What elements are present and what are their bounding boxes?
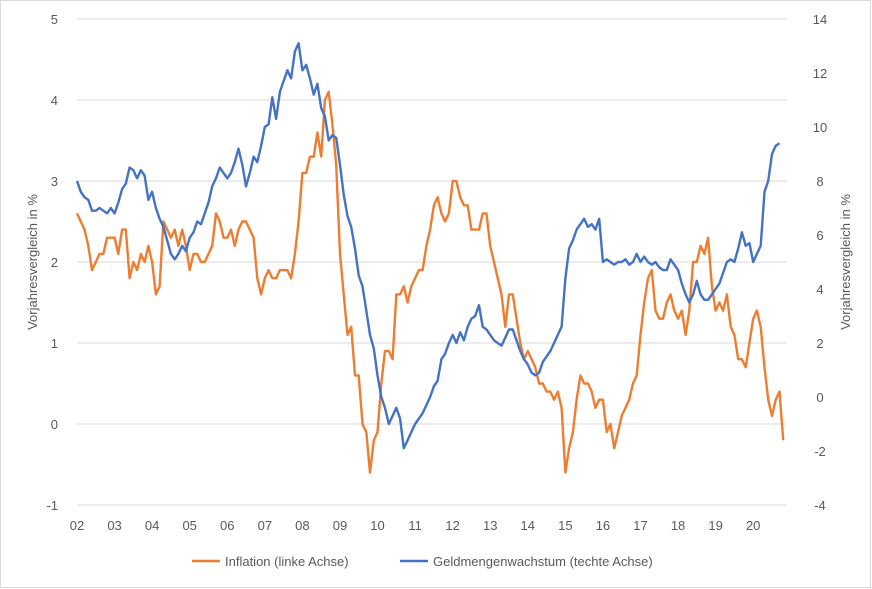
left-tick-label: 0 bbox=[51, 417, 58, 432]
x-tick-label: 15 bbox=[558, 518, 572, 533]
x-tick-label: 20 bbox=[746, 518, 760, 533]
right-tick-label: -2 bbox=[814, 444, 826, 459]
legend: Inflation (linke Achse) Geldmengenwachst… bbox=[192, 554, 653, 569]
right-axis-ticks: -4 -2 0 2 4 6 8 10 12 14 bbox=[813, 12, 827, 513]
legend-label-inflation: Inflation (linke Achse) bbox=[225, 554, 349, 569]
x-tick-label: 13 bbox=[483, 518, 497, 533]
x-tick-label: 19 bbox=[708, 518, 722, 533]
x-tick-label: 09 bbox=[333, 518, 347, 533]
x-tick-label: 14 bbox=[521, 518, 535, 533]
left-tick-label: 2 bbox=[51, 255, 58, 270]
x-tick-label: 08 bbox=[295, 518, 309, 533]
left-tick-label: 1 bbox=[51, 336, 58, 351]
right-axis-title: Vorjahresvergleich in % bbox=[838, 194, 853, 330]
right-tick-label: 6 bbox=[816, 228, 823, 243]
x-tick-label: 03 bbox=[107, 518, 121, 533]
right-tick-label: -4 bbox=[814, 498, 826, 513]
series-layer bbox=[75, 42, 785, 474]
left-tick-label: 5 bbox=[51, 12, 58, 27]
series-line-inflation bbox=[75, 90, 785, 474]
left-tick-label: 4 bbox=[51, 93, 58, 108]
left-tick-label: 3 bbox=[51, 174, 58, 189]
x-tick-label: 05 bbox=[182, 518, 196, 533]
right-tick-label: 10 bbox=[813, 120, 827, 135]
right-tick-label: 4 bbox=[816, 282, 823, 297]
x-tick-label: 10 bbox=[370, 518, 384, 533]
left-tick-label: -1 bbox=[46, 498, 58, 513]
right-tick-label: 0 bbox=[816, 390, 823, 405]
right-tick-label: 2 bbox=[816, 336, 823, 351]
right-tick-label: 12 bbox=[813, 66, 827, 81]
series-line-geldmenge bbox=[75, 42, 781, 450]
left-axis-title: Vorjahresvergleich in % bbox=[25, 194, 40, 330]
left-axis-ticks: -1 0 1 2 3 4 5 bbox=[46, 12, 58, 513]
x-tick-label: 02 bbox=[70, 518, 84, 533]
x-tick-label: 07 bbox=[258, 518, 272, 533]
x-axis-ticks: 02 03 04 05 06 07 08 09 10 11 12 13 14 15 16 17 18 19 20 bbox=[70, 518, 761, 533]
x-tick-label: 11 bbox=[408, 518, 422, 533]
x-tick-label: 04 bbox=[145, 518, 159, 533]
legend-label-geldmenge: Geldmengenwachstum (techte Achse) bbox=[433, 554, 653, 569]
x-tick-label: 17 bbox=[633, 518, 647, 533]
x-tick-label: 06 bbox=[220, 518, 234, 533]
right-tick-label: 14 bbox=[813, 12, 827, 27]
x-tick-label: 18 bbox=[671, 518, 685, 533]
gridlines bbox=[77, 18, 787, 506]
x-tick-label: 12 bbox=[445, 518, 459, 533]
x-tick-label: 16 bbox=[596, 518, 610, 533]
right-tick-label: 8 bbox=[816, 174, 823, 189]
